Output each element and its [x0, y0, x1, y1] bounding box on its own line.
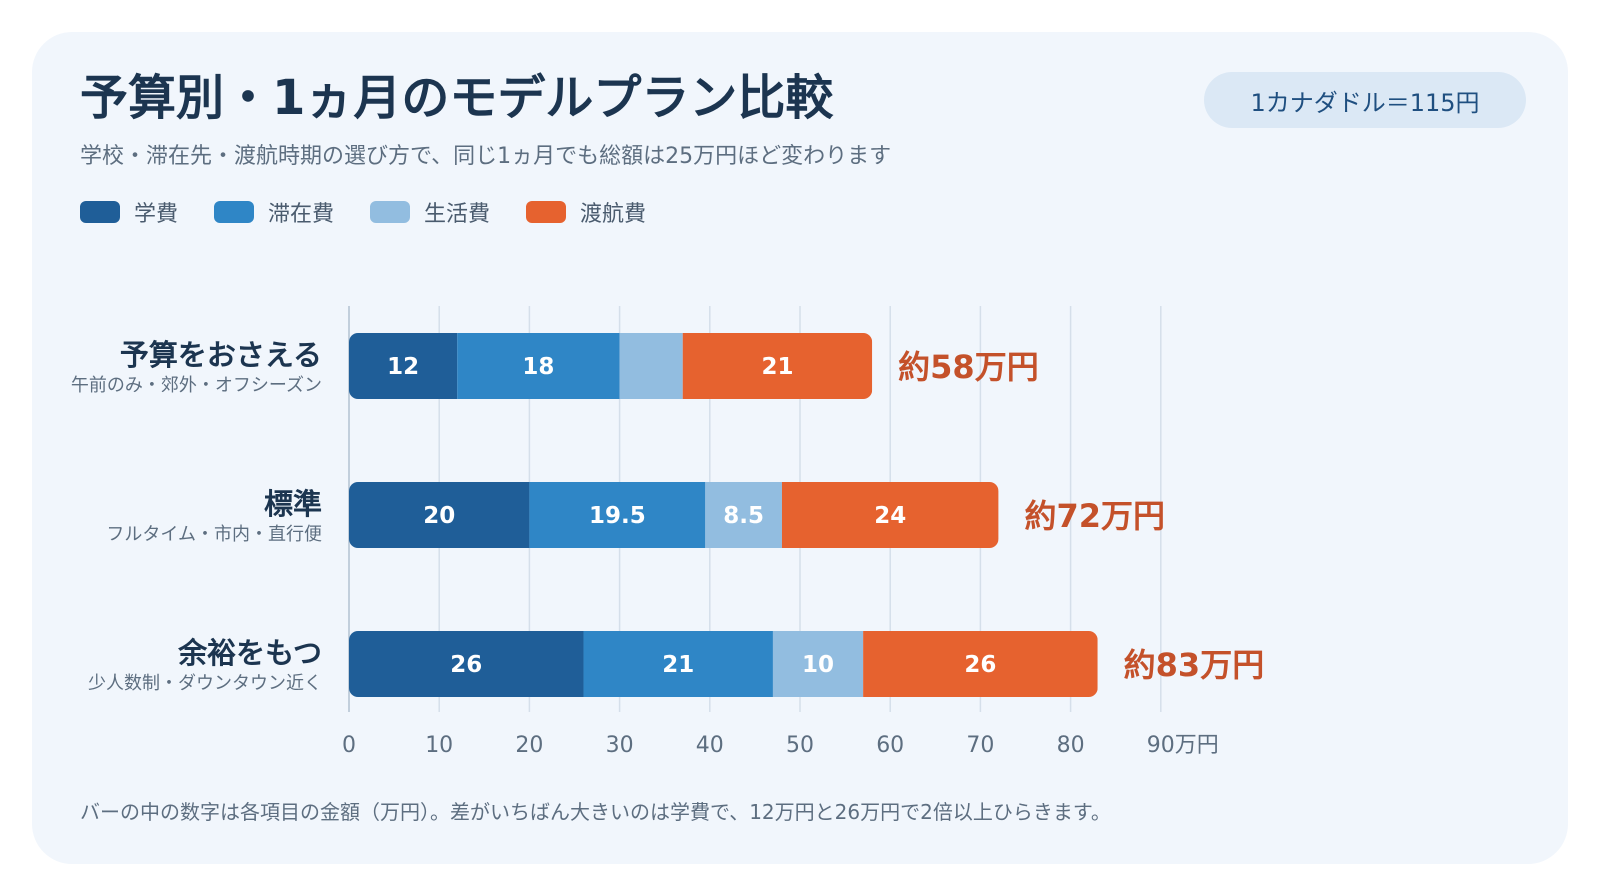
legend-item-living: 生活費 [370, 196, 490, 228]
bar-segment [619, 333, 683, 399]
x-tick-label: 0 [342, 733, 356, 758]
category-subtitle: 少人数制・ダウンタウン近く [88, 673, 322, 694]
bar-segment [682, 333, 873, 399]
bar-segment [457, 333, 620, 399]
bar-value-label: 24 [874, 503, 906, 529]
x-tick-label: 20 [515, 733, 543, 758]
page-title: 予算別・1ヵ月のモデルプラン比較 [80, 70, 834, 126]
chart-note: バーの中の数字は各項目の金額（万円）。差がいちばん大きいのは学費で、12万円と2… [80, 800, 1111, 824]
legend: 学費 滞在費 生活費 渡航費 [80, 196, 682, 228]
bar-segment [781, 482, 999, 548]
bar-total-label: 約72万円 [1024, 497, 1165, 535]
bar-segment [772, 631, 864, 697]
bar-value-label: 26 [450, 652, 482, 678]
x-tick-label: 60 [876, 733, 904, 758]
legend-item-stay: 滞在費 [214, 196, 334, 228]
bar-segment [349, 333, 458, 399]
bar-segment [705, 482, 782, 548]
legend-swatch-living [370, 201, 411, 223]
exchange-rate-badge: 1カナダドル＝115円 [1204, 72, 1526, 128]
x-tick-label: 50 [786, 733, 814, 758]
bar-value-label: 19.5 [589, 503, 646, 529]
bar-value-label: 10 [802, 652, 834, 678]
bar-value-label: 20 [423, 503, 455, 529]
bar-value-label: 18 [522, 354, 554, 380]
bar-value-label: 26 [964, 652, 996, 678]
x-tick-label: 10 [425, 733, 453, 758]
category-subtitle: 午前のみ・郊外・オフシーズン [71, 375, 322, 396]
bar-group [349, 631, 1098, 697]
legend-label-flight: 渡航費 [580, 202, 647, 227]
category-label: 標準 [264, 487, 322, 521]
x-tick-label: 80 [1057, 733, 1085, 758]
bar-value-label: 12 [387, 354, 419, 380]
bar-value-label: 21 [662, 652, 694, 678]
x-tick-label: 90万円 [1147, 733, 1219, 758]
legend-item-tuition: 学費 [80, 196, 178, 228]
category-subtitle: フルタイム・市内・直行便 [106, 524, 322, 545]
bar-total-label: 約58万円 [898, 348, 1039, 386]
legend-label-tuition: 学費 [134, 202, 179, 227]
bar-value-label: 8.5 [723, 503, 764, 529]
legend-label-living: 生活費 [424, 202, 491, 227]
category-label: 予算をおさえる [120, 338, 322, 372]
legend-label-stay: 滞在費 [268, 202, 335, 227]
x-tick-label: 40 [696, 733, 724, 758]
legend-item-flight: 渡航費 [526, 196, 646, 228]
bar-segment [583, 631, 773, 697]
x-tick-label: 30 [606, 733, 634, 758]
bar-group [349, 482, 999, 548]
x-tick-label: 70 [966, 733, 994, 758]
bar-value-label: 21 [761, 354, 793, 380]
legend-swatch-stay [214, 201, 255, 223]
category-label: 余裕をもつ [177, 636, 322, 670]
bar-segment [349, 631, 584, 697]
legend-swatch-flight [526, 201, 567, 223]
bar-segment [863, 631, 1098, 697]
legend-swatch-tuition [80, 201, 120, 223]
bar-total-label: 約83万円 [1124, 646, 1265, 684]
bar-group [349, 333, 873, 399]
page-subtitle: 学校・滞在先・渡航時期の選び方で、同じ1ヵ月でも総額は25万円ほど変わります [80, 144, 892, 169]
bar-segment [529, 482, 706, 548]
bar-segment [349, 482, 530, 548]
